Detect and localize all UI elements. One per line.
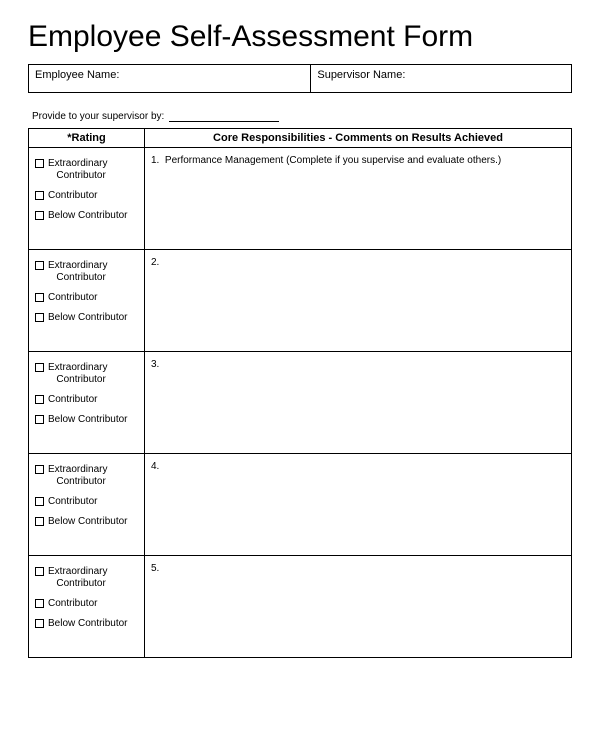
checkbox-icon[interactable] [35,517,44,526]
rating-option-contributor[interactable]: Contributor [35,598,138,610]
assessment-table: *Rating Core Responsibilities - Comments… [28,128,572,658]
rating-option-extraordinary[interactable]: Extraordinary Contributor [35,464,138,488]
table-row: Extraordinary Contributor Contributor Be… [29,454,572,556]
table-row: Extraordinary Contributor Contributor Be… [29,148,572,250]
deadline-row: Provide to your supervisor by: [28,111,572,122]
rating-cell: Extraordinary Contributor Contributor Be… [29,454,145,556]
row-number: 5. [151,563,159,574]
comment-cell[interactable]: 4. [145,454,572,556]
rating-label: Extraordinary Contributor [48,566,107,590]
rating-label: Contributor [48,394,97,406]
checkbox-icon[interactable] [35,211,44,220]
rating-label: Extraordinary Contributor [48,362,107,386]
comment-cell[interactable]: 2. [145,250,572,352]
row-number: 4. [151,461,159,472]
row-text: Performance Management (Complete if you … [165,155,501,166]
checkbox-icon[interactable] [35,363,44,372]
rating-option-contributor[interactable]: Contributor [35,394,138,406]
rating-option-extraordinary[interactable]: Extraordinary Contributor [35,566,138,590]
rating-option-below[interactable]: Below Contributor [35,312,138,324]
rating-cell: Extraordinary Contributor Contributor Be… [29,556,145,658]
comment-cell[interactable]: 5. [145,556,572,658]
rating-option-extraordinary[interactable]: Extraordinary Contributor [35,362,138,386]
checkbox-icon[interactable] [35,497,44,506]
row-number: 1. [151,155,159,166]
rating-label: Extraordinary Contributor [48,260,107,284]
rating-cell: Extraordinary Contributor Contributor Be… [29,148,145,250]
rating-label: Extraordinary Contributor [48,158,107,182]
checkbox-icon[interactable] [35,465,44,474]
comment-cell[interactable]: 1. Performance Management (Complete if y… [145,148,572,250]
header-rating: *Rating [29,129,145,148]
rating-option-below[interactable]: Below Contributor [35,414,138,426]
rating-label: Contributor [48,496,97,508]
rating-option-contributor[interactable]: Contributor [35,190,138,202]
rating-cell: Extraordinary Contributor Contributor Be… [29,352,145,454]
rating-label: Below Contributor [48,210,127,222]
comment-cell[interactable]: 3. [145,352,572,454]
table-row: Extraordinary Contributor Contributor Be… [29,556,572,658]
rating-label: Contributor [48,190,97,202]
checkbox-icon[interactable] [35,159,44,168]
deadline-label: Provide to your supervisor by: [32,111,164,122]
row-number: 2. [151,257,159,268]
rating-option-contributor[interactable]: Contributor [35,496,138,508]
checkbox-icon[interactable] [35,191,44,200]
checkbox-icon[interactable] [35,567,44,576]
table-row: Extraordinary Contributor Contributor Be… [29,250,572,352]
form-title: Employee Self-Assessment Form [28,20,572,54]
rating-label: Below Contributor [48,414,127,426]
deadline-input-line[interactable] [169,121,279,122]
rating-label: Extraordinary Contributor [48,464,107,488]
table-row: Extraordinary Contributor Contributor Be… [29,352,572,454]
rating-option-contributor[interactable]: Contributor [35,292,138,304]
checkbox-icon[interactable] [35,293,44,302]
supervisor-name-cell[interactable]: Supervisor Name: [311,65,572,93]
checkbox-icon[interactable] [35,415,44,424]
checkbox-icon[interactable] [35,261,44,270]
rating-cell: Extraordinary Contributor Contributor Be… [29,250,145,352]
rating-label: Below Contributor [48,312,127,324]
name-table: Employee Name: Supervisor Name: [28,64,572,93]
rating-option-below[interactable]: Below Contributor [35,210,138,222]
checkbox-icon[interactable] [35,599,44,608]
checkbox-icon[interactable] [35,619,44,628]
header-comments: Core Responsibilities - Comments on Resu… [145,129,572,148]
rating-label: Contributor [48,292,97,304]
rating-option-extraordinary[interactable]: Extraordinary Contributor [35,260,138,284]
row-number: 3. [151,359,159,370]
checkbox-icon[interactable] [35,395,44,404]
rating-label: Below Contributor [48,516,127,528]
checkbox-icon[interactable] [35,313,44,322]
rating-option-below[interactable]: Below Contributor [35,618,138,630]
employee-name-cell[interactable]: Employee Name: [29,65,311,93]
rating-label: Below Contributor [48,618,127,630]
rating-option-below[interactable]: Below Contributor [35,516,138,528]
rating-label: Contributor [48,598,97,610]
rating-option-extraordinary[interactable]: Extraordinary Contributor [35,158,138,182]
